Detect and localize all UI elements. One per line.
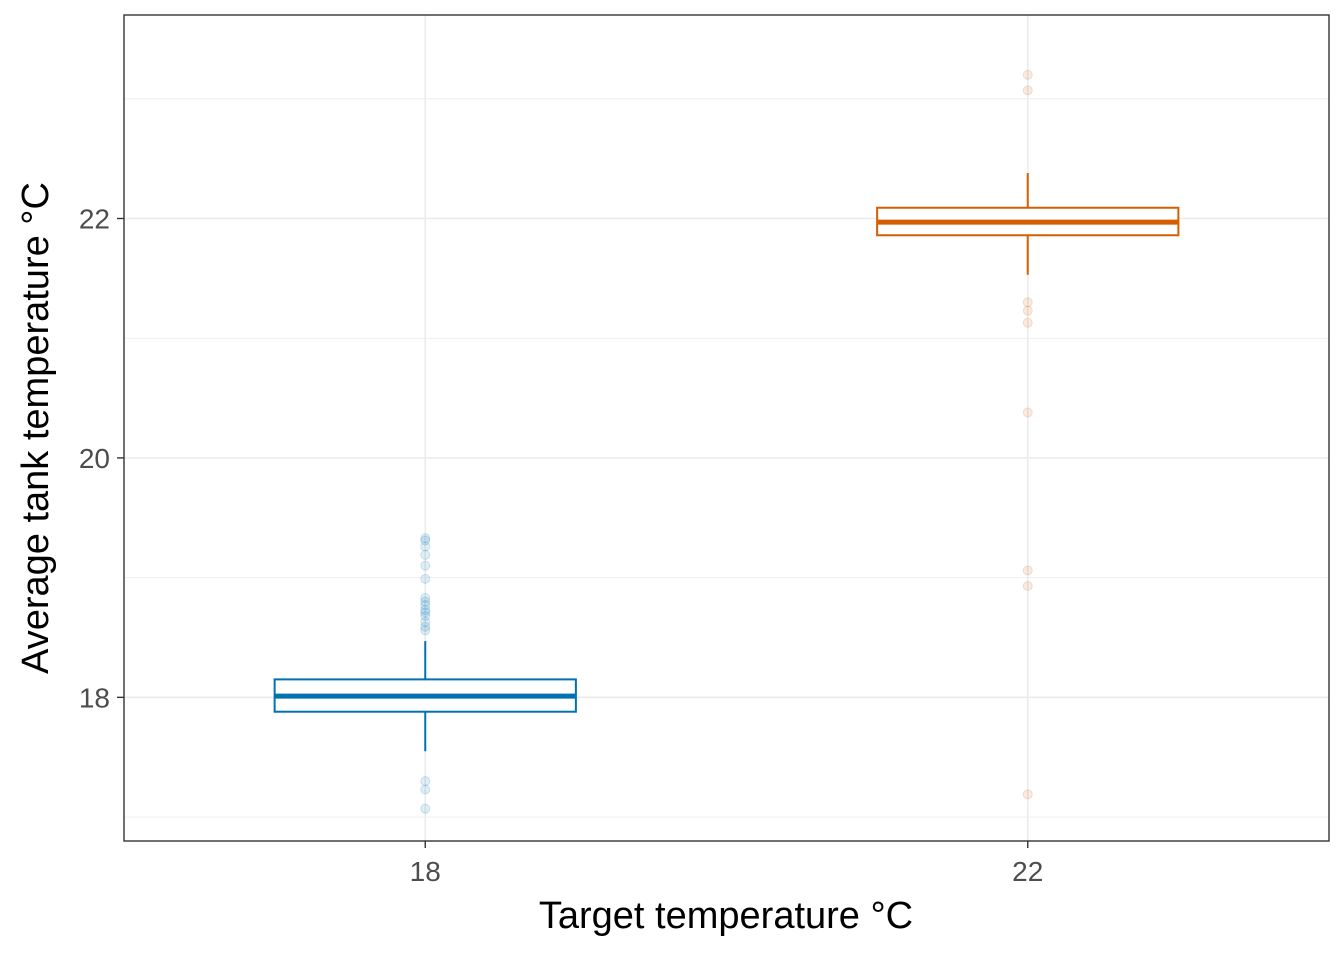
- outlier-point: [1022, 297, 1033, 308]
- outlier-point: [1022, 407, 1033, 418]
- box-group-18: [273, 533, 577, 814]
- outlier-point: [1022, 69, 1033, 80]
- outlier-point: [420, 600, 431, 611]
- outlier-point: [1022, 581, 1033, 592]
- y-tick-label: 18: [79, 682, 110, 713]
- outlier-point: [420, 784, 431, 795]
- outlier-point: [420, 621, 431, 632]
- outlier-point: [420, 625, 431, 636]
- box-group-22: [876, 69, 1180, 800]
- outlier-point: [420, 560, 431, 571]
- outlier-point: [1022, 317, 1033, 328]
- outlier-point: [420, 776, 431, 787]
- outlier-point: [1022, 85, 1033, 96]
- outlier-point: [420, 803, 431, 814]
- plot-border: [123, 14, 1330, 842]
- y-tick-label: 20: [79, 443, 110, 474]
- outlier-point: [420, 607, 431, 618]
- plot-background: [124, 15, 1329, 841]
- outlier-point: [1022, 305, 1033, 316]
- y-axis-title: Average tank temperature °C: [15, 182, 57, 674]
- y-axis: 18 20 22: [79, 204, 124, 713]
- outlier-point: [420, 549, 431, 560]
- outlier-point: [420, 610, 431, 621]
- outlier-point: [420, 535, 431, 546]
- outlier-point: [420, 596, 431, 607]
- outlier-point: [1022, 789, 1033, 800]
- x-tick-label: 22: [1012, 856, 1043, 887]
- x-axis: 18 22: [410, 841, 1043, 887]
- outlier-point: [420, 592, 431, 603]
- boxes: [273, 69, 1180, 814]
- outlier-point: [420, 573, 431, 584]
- outlier-point: [420, 604, 431, 615]
- outlier-point: [420, 541, 431, 552]
- outlier-point: [1022, 565, 1033, 576]
- y-tick-label: 22: [79, 204, 110, 235]
- outlier-point: [420, 616, 431, 627]
- x-tick-label: 18: [410, 856, 441, 887]
- outlier-point: [420, 533, 431, 544]
- x-axis-title: Target temperature °C: [539, 895, 913, 937]
